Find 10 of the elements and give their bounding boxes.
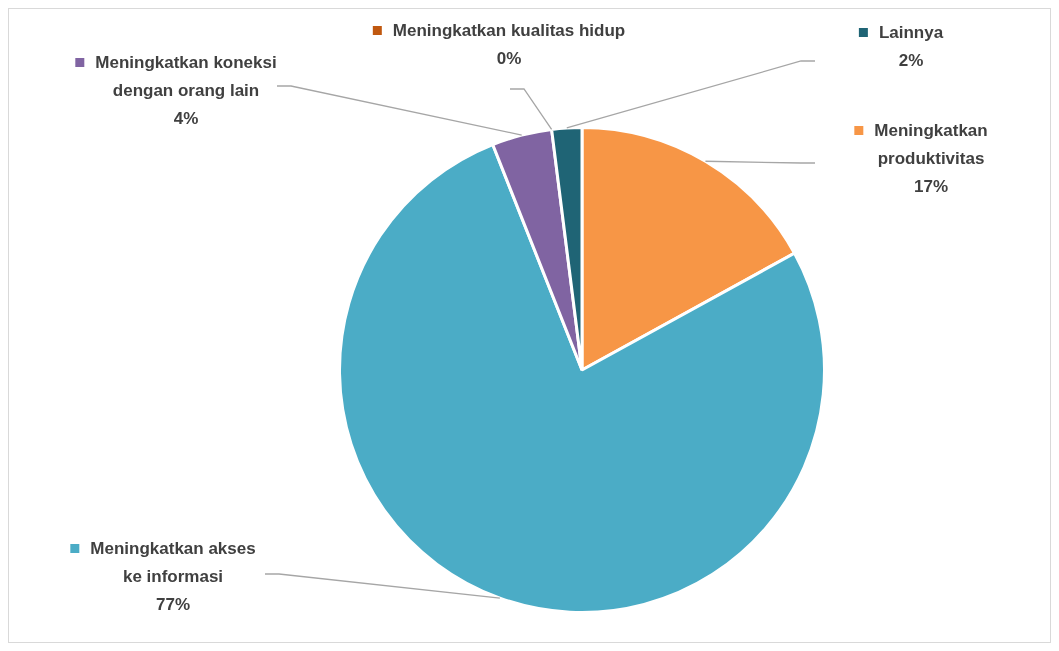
- legend-label: Meningkatkan koneksi dengan orang lain: [95, 52, 277, 100]
- data-label: 4%: [173, 108, 199, 128]
- text: 0%: [496, 48, 522, 68]
- legend-label: Meningkatkan kualitas hidup: [392, 20, 626, 40]
- data-label: 2%: [898, 50, 924, 70]
- data-label: 77%: [155, 594, 191, 614]
- data-label: 17%: [913, 176, 949, 196]
- legend-label: Meningkatkan produktivitas: [874, 120, 988, 168]
- legend-label: Meningkatkan akses ke informasi: [90, 538, 256, 586]
- legend-label: Lainnya: [878, 22, 944, 42]
